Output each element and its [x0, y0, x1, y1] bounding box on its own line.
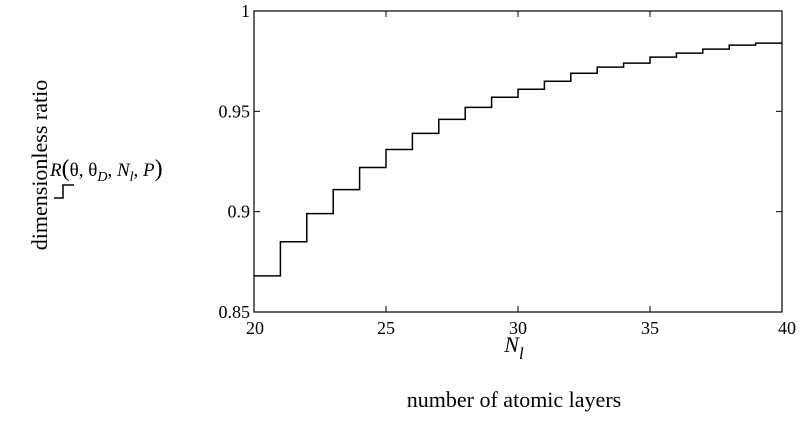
x-tick-label: 40 [778, 318, 796, 338]
plot-frame [253, 10, 783, 313]
legend-label: R(θ, θD, Nl, P) [49, 156, 163, 185]
x-tick-label: 30 [509, 318, 527, 338]
axis-ticks [253, 10, 783, 313]
legend: R(θ, θD, Nl, P) [49, 156, 163, 199]
x-tick-labels: 20 25 30 35 40 [246, 318, 796, 338]
x-tick-label: 35 [641, 318, 659, 338]
y-axis-title: dimensionless ratio [27, 80, 52, 250]
x-axis-title: number of atomic layers [407, 387, 621, 412]
y-tick-label: 0.9 [228, 202, 251, 222]
x-tick-label: 20 [246, 318, 264, 338]
series-line [254, 42, 782, 277]
y-tick-labels: 0.85 0.9 0.95 1 [219, 1, 251, 322]
legend-line-sample [54, 184, 74, 199]
x-tick-label: 25 [377, 318, 395, 338]
y-tick-label: 1 [241, 1, 250, 21]
y-tick-label: 0.95 [219, 101, 251, 121]
y-tick-label: 0.85 [219, 302, 251, 322]
x-axis-variable: Nl [503, 332, 524, 363]
